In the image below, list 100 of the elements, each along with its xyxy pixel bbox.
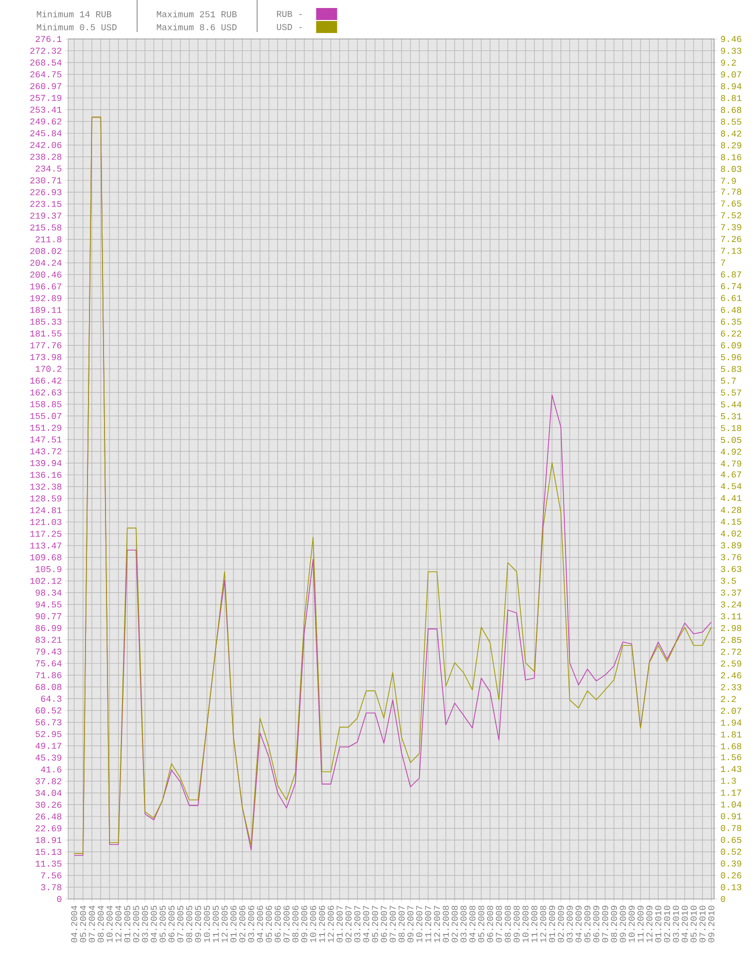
y2-tick-label: 1.81 — [720, 731, 742, 738]
y2-tick-label: 7.78 — [720, 188, 742, 195]
x-tick-label: 05.2005 — [160, 906, 166, 942]
y-tick-label: 143.72 — [30, 448, 62, 454]
y-tick-label: 83.21 — [36, 636, 62, 643]
y-tick-label: 177.76 — [30, 342, 62, 348]
x-tick-label: 05.2004 — [80, 906, 86, 942]
text: Maximum 251 RUB — [156, 10, 237, 18]
x-tick-label: 10.2004 — [106, 906, 113, 942]
y2-tick-label: 4.79 — [720, 460, 742, 467]
y2-tick-label: 1.17 — [720, 790, 742, 796]
x-tick-label: 04.2008 — [469, 906, 476, 942]
y-tick-label: 211.8 — [36, 236, 62, 242]
y-tick-label: 124.81 — [30, 507, 62, 514]
y2-tick-label: 2.07 — [720, 708, 742, 714]
y2-tick-label: 8.81 — [720, 95, 742, 102]
y-tick-label: 22.69 — [36, 825, 62, 832]
y2-tick-label: 6.35 — [720, 318, 742, 325]
y2-tick-label: 0.52 — [720, 848, 742, 855]
x-tick-label: 04.2010 — [682, 906, 688, 942]
y-tick-label: 223.15 — [30, 200, 62, 207]
x-tick-label: 07.2008 — [496, 906, 502, 942]
y2-tick-label: 5.83 — [720, 366, 742, 372]
y2-tick-label: 7.26 — [720, 236, 742, 242]
y2-tick-label: 1.56 — [720, 754, 742, 760]
y-tick-label: 41.6 — [40, 766, 62, 772]
y-tick-label: 215.58 — [30, 224, 62, 231]
y-tick-label: 3.78 — [40, 884, 62, 890]
y-tick-label: 98.34 — [36, 590, 62, 596]
y2-tick-label: 4.54 — [720, 483, 742, 490]
y-tick-label: 200.46 — [30, 272, 62, 278]
y-tick-label: 166.42 — [30, 378, 62, 384]
y2-tick-label: 2.85 — [720, 636, 742, 643]
y-tick-label: 26.48 — [36, 813, 62, 820]
y-tick-label: 105.9 — [36, 566, 62, 572]
x-tick-label: 02.2009 — [558, 906, 564, 942]
legend-label: RUB - — [276, 11, 302, 17]
y-tick-label: 253.41 — [30, 106, 62, 113]
y-tick-label: 264.75 — [30, 71, 62, 78]
y2-tick-label: 6.48 — [720, 306, 742, 313]
x-tick-label: 05.2010 — [690, 906, 697, 942]
y2-tick-label: 5.57 — [720, 390, 742, 396]
y2-tick-label: 6.61 — [720, 295, 742, 302]
y-tick-label: 162.63 — [30, 389, 62, 396]
y2-tick-label: 6.09 — [720, 342, 742, 348]
y2-tick-label: 5.18 — [720, 425, 742, 432]
y-tick-label: 272.32 — [30, 48, 62, 54]
y-tick-label: 75.64 — [36, 660, 62, 666]
x-tick-label: 12.2004 — [115, 906, 122, 942]
x-tick-label: 05.2009 — [584, 906, 590, 942]
x-tick-label: 02.2010 — [664, 906, 670, 942]
x-tick-label: 02.2006 — [239, 906, 246, 942]
x-tick-label: 10.2005 — [204, 906, 210, 942]
x-tick-label: 06.2007 — [380, 906, 387, 942]
x-tick-label: 12.2007 — [434, 906, 440, 942]
y2-tick-label: 8.16 — [720, 154, 742, 160]
x-tick-label: 03.2007 — [354, 906, 360, 942]
y-tick-label: 249.62 — [30, 118, 62, 125]
x-tick-label: 03.2008 — [460, 906, 467, 942]
y2-tick-label: 4.67 — [720, 471, 742, 478]
y2-tick-label: 0 — [720, 896, 726, 902]
y2-tick-label: 7.65 — [720, 200, 742, 207]
x-tick-label: 03.2010 — [672, 906, 679, 942]
y2-tick-label: 7.9 — [720, 178, 736, 184]
y-tick-label: 37.82 — [36, 778, 62, 784]
x-tick-label: 11.2007 — [425, 906, 432, 942]
text: Minimum 14 RUB — [36, 10, 112, 18]
x-tick-label: 12.2008 — [540, 906, 546, 942]
y-tick-label: 121.03 — [30, 518, 62, 526]
text: Minimum 0.5 USD — [36, 24, 117, 30]
y2-tick-label: 2.46 — [720, 672, 742, 678]
y2-tick-label: 1.04 — [720, 801, 742, 808]
y2-tick-label: 8.42 — [720, 130, 742, 137]
y-tick-label: 155.07 — [30, 412, 62, 420]
y-tick-label: 109.68 — [30, 554, 62, 560]
y2-tick-label: 7.13 — [720, 248, 742, 254]
y-tick-label: 219.37 — [30, 212, 62, 219]
x-tick-label: 09.2009 — [620, 906, 626, 942]
x-tick-label: 12.2006 — [328, 906, 334, 942]
y-tick-label: 94.55 — [36, 601, 62, 608]
x-tick-label: 03.2009 — [566, 906, 573, 942]
y2-tick-label: 3.24 — [720, 601, 742, 608]
x-tick-label: 11.2008 — [531, 906, 538, 942]
y-tick-label: 204.24 — [30, 260, 62, 266]
y2-tick-label: 5.05 — [720, 436, 742, 443]
x-tick-label: 04.2009 — [575, 906, 582, 942]
y-tick-label: 60.52 — [36, 707, 62, 714]
y-tick-label: 238.28 — [30, 154, 62, 160]
y2-tick-label: 3.63 — [720, 566, 742, 572]
x-tick-label: 11.2009 — [637, 906, 644, 942]
x-tick-label: 04.2005 — [150, 906, 157, 942]
x-tick-label: 09.2010 — [708, 906, 714, 942]
y2-tick-label: 7 — [720, 260, 725, 266]
x-tick-label: 07.2009 — [602, 906, 608, 942]
x-tick-label: 08.2007 — [398, 906, 405, 942]
y-tick-label: 132.38 — [30, 484, 62, 490]
x-tick-label: 10.2007 — [416, 906, 422, 942]
y-tick-label: 52.95 — [36, 731, 62, 738]
y-tick-label: 117.25 — [30, 530, 62, 537]
y2-tick-label: 0.65 — [720, 836, 742, 843]
